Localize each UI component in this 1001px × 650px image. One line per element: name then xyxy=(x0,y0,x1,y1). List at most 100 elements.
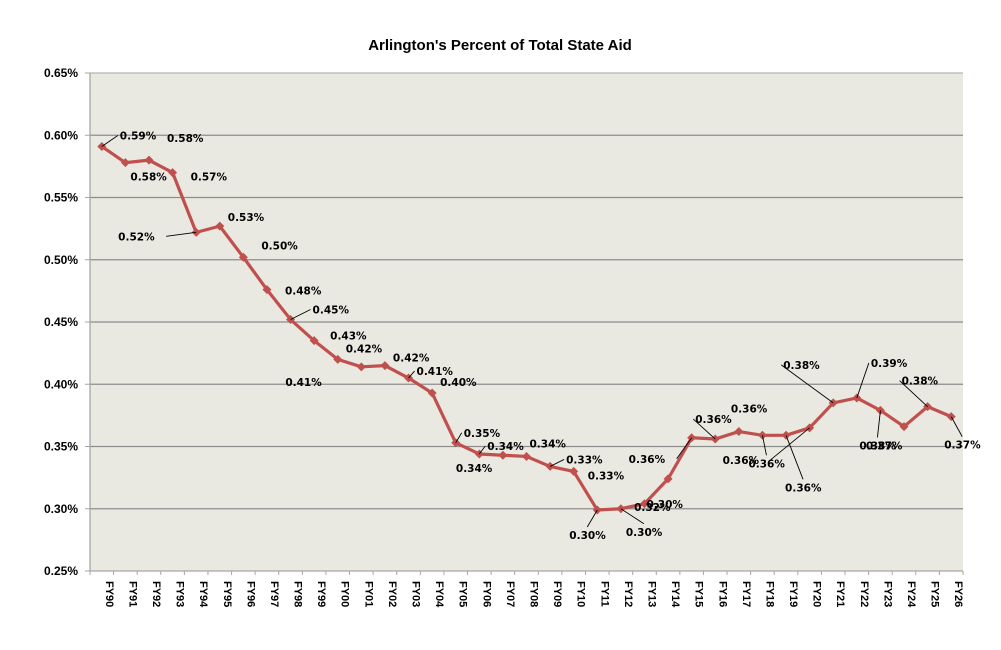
data-label: 0.39% xyxy=(871,358,908,370)
data-label: 0.36% xyxy=(731,404,768,416)
x-tick-label: FY02 xyxy=(386,581,398,607)
data-label: 0.58% xyxy=(167,133,204,145)
x-tick-label: FY25 xyxy=(929,581,941,607)
x-tick-label: FY20 xyxy=(811,581,823,607)
y-tick-label: 0.55% xyxy=(44,191,78,205)
data-label: 0.37% xyxy=(944,440,981,452)
data-label: 0.34% xyxy=(530,438,567,450)
y-tick-label: 0.65% xyxy=(44,66,78,80)
y-tick-label: 0.35% xyxy=(44,440,78,454)
data-label: 0.38% xyxy=(859,440,896,452)
data-point-marker xyxy=(899,422,909,432)
x-tick-label: FY13 xyxy=(645,581,657,607)
x-tick-label: FY23 xyxy=(881,581,893,607)
x-tick-label: FY03 xyxy=(410,581,422,607)
x-tick-label: FY17 xyxy=(740,581,752,607)
data-label-leader xyxy=(770,427,810,461)
data-label: 0.30% xyxy=(626,527,663,539)
x-tick-label: FY94 xyxy=(197,581,209,608)
x-tick-label: FY08 xyxy=(528,581,540,607)
data-label: 0.38% xyxy=(902,376,939,388)
data-label-leader xyxy=(408,370,415,379)
y-tick-label: 0.40% xyxy=(44,377,78,391)
data-label-leader xyxy=(856,362,870,399)
x-tick-label: FY95 xyxy=(221,581,233,607)
x-tick-label: FY99 xyxy=(315,581,327,607)
data-label: 0.34% xyxy=(487,441,524,453)
x-tick-label: FY05 xyxy=(457,581,469,607)
x-tick-label: FY18 xyxy=(763,581,775,607)
x-tick-label: FY91 xyxy=(126,581,138,607)
y-axis-ticks: 0.25% 0.30% 0.35% 0.40% 0.45% 0.50% 0.55% 0.60%… xyxy=(44,66,90,578)
y-tick-label: 0.50% xyxy=(44,253,78,267)
y-tick-label: 0.25% xyxy=(44,564,78,578)
data-point-marker xyxy=(262,285,272,295)
data-label-leader xyxy=(780,364,834,404)
data-point-marker xyxy=(522,451,531,461)
data-point-marker xyxy=(333,354,343,364)
x-tick-label: FY26 xyxy=(952,581,964,607)
y-tick-label: 0.45% xyxy=(44,315,78,329)
x-tick-label: FY09 xyxy=(551,581,563,607)
data-point-marker xyxy=(427,388,437,398)
data-point-marker xyxy=(380,361,390,371)
data-label: 0.38% xyxy=(783,360,820,372)
data-label: 0.36% xyxy=(629,454,666,466)
data-label: 0.53% xyxy=(228,212,265,224)
data-label-leader xyxy=(692,418,716,440)
data-label: 0.36% xyxy=(785,482,822,494)
x-axis-ticks: FY90 FY91 FY92 FY93 FY94 FY95 FY96 FY97 FY98 FY99… xyxy=(89,571,964,608)
x-tick-label: FY01 xyxy=(362,581,374,607)
x-tick-label: FY93 xyxy=(174,581,186,607)
data-label: 0.36% xyxy=(748,458,785,470)
data-label: 0.36% xyxy=(723,455,760,467)
data-label: 0.36% xyxy=(695,414,732,426)
data-point-marker xyxy=(734,427,744,437)
x-tick-label: FY97 xyxy=(268,581,280,607)
x-tick-label: FY21 xyxy=(834,581,846,607)
x-tick-label: FY00 xyxy=(339,581,351,607)
x-tick-label: FY11 xyxy=(598,581,610,607)
x-tick-label: FY10 xyxy=(575,581,587,607)
data-label: 0.41% xyxy=(417,366,454,378)
data-point-marker xyxy=(663,474,673,484)
x-tick-label: FY16 xyxy=(716,581,728,607)
x-tick-label: FY92 xyxy=(150,581,162,607)
data-label: 0.57% xyxy=(191,172,228,184)
data-label: 0.30% xyxy=(646,499,683,511)
x-tick-label: FY06 xyxy=(480,581,492,607)
data-label-leader xyxy=(290,309,311,320)
data-label-leader xyxy=(101,135,119,147)
data-label: 0.40% xyxy=(440,377,477,389)
data-label: 0.35% xyxy=(464,428,501,440)
data-label: 0.41% xyxy=(285,377,322,389)
data-label: 0.30% xyxy=(569,530,606,542)
data-label-leader xyxy=(676,437,693,460)
x-tick-label: FY96 xyxy=(244,581,256,607)
data-label: 0.45% xyxy=(313,305,350,317)
data-point-marker xyxy=(356,362,366,372)
x-tick-label: FY04 xyxy=(433,581,445,608)
data-label-leader xyxy=(785,435,804,480)
data-label: 0.33% xyxy=(588,470,625,482)
data-label-leader xyxy=(549,459,565,467)
data-label-leader xyxy=(876,410,881,438)
data-label: 0.42% xyxy=(393,353,430,365)
data-label: 0.58% xyxy=(130,172,167,184)
data-label: 0.42% xyxy=(346,343,383,355)
data-point-marker xyxy=(639,499,649,509)
data-label-leader xyxy=(478,445,486,455)
x-tick-label: FY14 xyxy=(669,581,681,608)
data-label-leader xyxy=(166,231,197,237)
data-label-leader xyxy=(586,509,598,528)
data-point-marker xyxy=(120,158,130,168)
x-tick-label: FY98 xyxy=(292,581,304,607)
x-tick-label: FY24 xyxy=(905,581,917,608)
data-label-leader xyxy=(762,435,767,456)
data-label-leader xyxy=(950,416,963,437)
x-tick-label: FY22 xyxy=(858,581,870,607)
data-label: 0.32% xyxy=(634,502,671,514)
data-label-leader xyxy=(899,380,928,407)
data-labels: 0.59% 0.58% 0.58% 0.57% 0.52% 0.53% 0.50% 0.48%… xyxy=(118,130,981,542)
data-label-leader xyxy=(455,432,463,443)
